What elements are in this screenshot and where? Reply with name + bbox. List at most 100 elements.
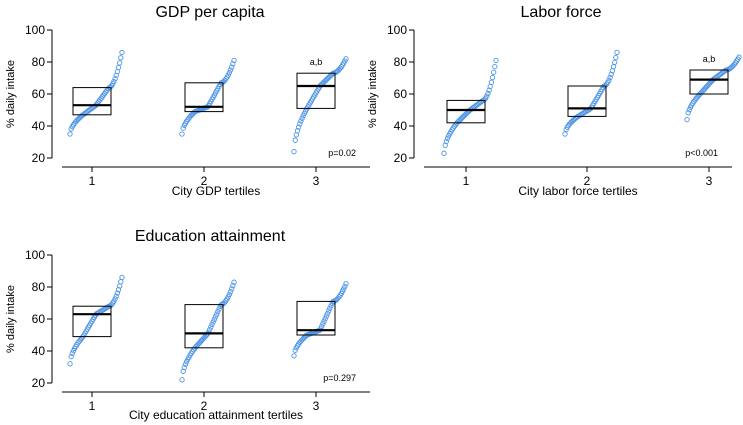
iqr-box (296, 72, 336, 109)
data-point (293, 132, 299, 138)
y-tick-label: 80 (32, 55, 46, 69)
y-tick-label: 100 (25, 23, 45, 37)
data-point (444, 135, 451, 142)
data-point (179, 377, 185, 383)
data-point (113, 293, 119, 299)
data-point (685, 110, 691, 116)
iqr-box (184, 304, 224, 349)
y-tick-label: 40 (32, 344, 46, 358)
data-point (207, 326, 213, 333)
x-axis-label: City GDP tertiles (172, 184, 260, 198)
y-tick-label: 20 (32, 151, 46, 165)
p-value-label: p=0.297 (323, 373, 356, 383)
y-tick-label: 60 (32, 87, 46, 101)
iqr-box (72, 87, 112, 116)
data-point (216, 306, 222, 312)
data-point (215, 308, 221, 315)
data-point (323, 313, 330, 319)
data-point (485, 90, 491, 97)
y-tick-label: 100 (25, 248, 45, 262)
iqr-box (689, 69, 729, 95)
data-point (484, 93, 490, 99)
data-point (117, 60, 123, 66)
data-point (229, 64, 235, 70)
data-point (686, 107, 692, 113)
data-point (443, 138, 449, 145)
data-point (69, 350, 75, 356)
data-point (291, 148, 297, 155)
data-point (292, 137, 298, 143)
data-point (295, 124, 302, 130)
data-point (119, 274, 125, 281)
chart-title: Education attainment (135, 228, 286, 245)
y-tick-label: 80 (32, 280, 46, 294)
data-point (179, 131, 185, 137)
data-point (491, 69, 497, 75)
y-tick-label: 40 (394, 119, 408, 133)
data-point (299, 115, 305, 121)
data-point (736, 54, 742, 60)
data-point (327, 305, 333, 312)
data-point (67, 361, 73, 367)
data-point (291, 353, 297, 359)
data-point (214, 311, 220, 317)
data-point (181, 364, 187, 371)
data-point (489, 74, 496, 81)
x-tick-label: 1 (89, 399, 96, 413)
data-point (321, 318, 327, 324)
y-tick-label: 80 (394, 55, 408, 69)
data-point (111, 78, 117, 85)
iqr-box (567, 85, 607, 117)
p-value-label: p<0.001 (685, 148, 718, 158)
y-axis-label: % daily intake (5, 285, 17, 353)
data-point (343, 56, 349, 62)
data-point (341, 286, 347, 292)
data-point (118, 55, 124, 61)
chart-panel-2: Labor force 20 40 60 80 100 % daily intake 1 2 3 C… (367, 4, 742, 198)
x-tick-label: 1 (463, 174, 470, 188)
data-point (180, 125, 186, 131)
data-point (319, 323, 325, 330)
data-point (343, 281, 349, 287)
data-point (298, 118, 304, 124)
data-point (209, 321, 215, 328)
x-tick-label: 3 (706, 174, 713, 188)
chart-title: Labor force (521, 4, 602, 21)
data-point (342, 283, 348, 290)
data-point (230, 283, 236, 289)
significance-annotation: a,b (703, 54, 716, 64)
y-axis-label: % daily intake (5, 60, 17, 128)
data-point (182, 361, 189, 367)
data-point (614, 49, 620, 56)
data-point (208, 324, 214, 330)
data-point (612, 59, 618, 66)
data-point (119, 49, 125, 56)
data-point (610, 64, 617, 70)
data-point (231, 57, 237, 64)
data-point (226, 69, 233, 76)
data-point (212, 314, 219, 320)
y-tick-label: 20 (394, 151, 408, 165)
data-point (324, 310, 331, 317)
data-point (210, 319, 216, 325)
data-point (297, 121, 303, 127)
data-point (227, 289, 234, 295)
data-point (118, 279, 124, 285)
data-point (562, 131, 568, 137)
data-point (606, 77, 612, 83)
data-point (115, 64, 122, 71)
data-point (328, 303, 334, 309)
data-point (114, 290, 121, 296)
y-tick-label: 60 (394, 87, 408, 101)
x-tick-label: 2 (584, 174, 591, 188)
data-point (684, 116, 690, 123)
p-value-label: p=0.02 (328, 148, 356, 158)
data-point (322, 316, 328, 322)
data-point (607, 74, 613, 81)
iqr-box (446, 99, 486, 124)
significance-annotation: a,b (310, 57, 323, 67)
x-tick-label: 3 (313, 399, 320, 413)
y-tick-label: 40 (32, 119, 46, 133)
data-point (294, 128, 301, 134)
